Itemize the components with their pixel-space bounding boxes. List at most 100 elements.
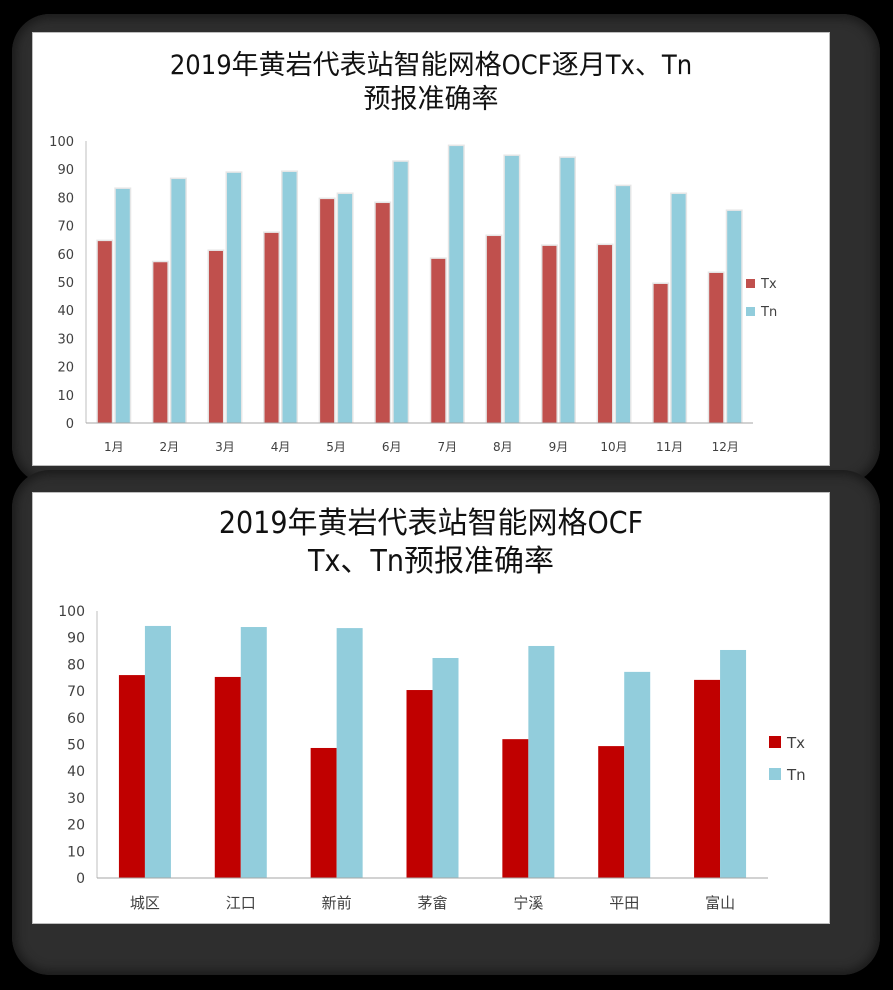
bar-tn	[393, 161, 408, 424]
x-category-label: 5月	[326, 440, 346, 454]
chart-title-line-2: 预报准确率	[363, 83, 499, 115]
bar-group	[596, 184, 632, 423]
y-tick-label: 40	[67, 764, 85, 780]
bar-tn	[226, 172, 241, 423]
bar-tx	[431, 258, 446, 423]
bar-tx	[406, 690, 433, 878]
bar-group	[151, 177, 187, 423]
bar-tn	[282, 172, 297, 423]
bar-group	[485, 154, 521, 424]
chart-title-line-1: 2019年黄岩代表站智能网格OCF逐月Tx、Tn	[169, 50, 693, 81]
y-tick-label: 60	[67, 711, 85, 727]
x-category-label: 平田	[609, 894, 639, 912]
y-tick-label: 10	[57, 389, 74, 404]
bar-tn	[560, 157, 575, 424]
bar-tn	[432, 657, 459, 878]
legend-swatch	[769, 768, 781, 780]
y-tick-label: 0	[66, 417, 74, 432]
y-tick-label: 30	[67, 791, 85, 807]
y-tick-label: 90	[57, 163, 74, 178]
x-category-label: 8月	[493, 440, 513, 454]
x-category-label: 宁溪	[513, 894, 543, 912]
bar-tx	[310, 747, 337, 878]
bar-group	[429, 144, 465, 423]
chart-title-line-1: 2019年黄岩代表站智能网格OCF	[218, 506, 644, 541]
bar-tn	[671, 194, 686, 423]
bar-tn	[528, 645, 555, 878]
bar-tx	[320, 199, 335, 423]
y-tick-label: 40	[57, 304, 74, 319]
bar-tx	[709, 272, 724, 423]
bar-tx	[598, 746, 625, 878]
legend-label: Tn	[760, 305, 777, 320]
bar-tn	[504, 155, 519, 424]
bar-group	[540, 156, 576, 424]
bar-chart-monthly: 0 10 20 30 40 50 60 70 80 90 100 1月 2月 3月 4月 5月 6月 7月 8月 9月…	[49, 135, 777, 454]
y-tick-label: 90	[67, 631, 85, 647]
y-tick-label: 70	[57, 220, 74, 235]
x-category-label: 江口	[226, 894, 256, 912]
legend-item-tn: Tn	[769, 766, 806, 784]
bar-tx	[97, 241, 112, 423]
chart-panel-monthly: 2019年黄岩代表站智能网格OCF逐月Tx、Tn 预报准确率 0 10 20 30 40…	[32, 32, 830, 466]
x-category-label: 6月	[382, 440, 402, 454]
y-tick-label: 70	[67, 684, 85, 700]
y-tick-label: 20	[57, 361, 74, 376]
y-tick-label: 80	[57, 191, 74, 206]
chart-title-monthly: 2019年黄岩代表站智能网格OCF逐月Tx、Tn 预报准确率	[33, 49, 829, 117]
y-tick-label: 50	[57, 276, 74, 291]
legend-label: Tx	[760, 277, 777, 292]
bar-tx	[153, 262, 168, 423]
y-tick-label: 60	[57, 248, 74, 263]
bar-group	[318, 192, 354, 423]
bar-group	[207, 171, 243, 423]
bar-tn	[624, 671, 651, 878]
bar-tn	[338, 194, 353, 423]
bar-tx	[694, 679, 721, 878]
x-category-label: 3月	[215, 440, 235, 454]
bar-tn	[727, 210, 742, 423]
y-tick-label: 100	[49, 135, 74, 150]
bar-tx	[502, 739, 529, 878]
bar-tn	[240, 627, 267, 878]
x-category-label: 12月	[712, 440, 739, 454]
bar-tx	[486, 236, 501, 423]
y-tick-label: 100	[58, 604, 85, 620]
legend-label: Tx	[786, 734, 805, 752]
x-category-label: 11月	[656, 440, 683, 454]
legend-item-tx: Tx	[746, 277, 777, 292]
legend-item-tx: Tx	[769, 734, 805, 752]
x-category-label: 2月	[160, 440, 180, 454]
bar-group	[263, 170, 299, 423]
bar-tn	[449, 146, 464, 423]
chart-title-stations: 2019年黄岩代表站智能网格OCF Tx、Tn预报准确率	[33, 505, 829, 580]
x-category-label: 4月	[271, 440, 291, 454]
bar-group	[694, 649, 747, 878]
bar-group	[214, 627, 267, 878]
bar-tn	[720, 649, 747, 878]
bar-tn	[144, 625, 171, 878]
bar-tx	[598, 245, 613, 423]
bar-group	[118, 625, 171, 878]
y-tick-label: 80	[67, 657, 85, 673]
bar-tx	[375, 203, 390, 423]
chart-title-line-2: Tx、Tn预报准确率	[307, 543, 555, 579]
x-category-label: 富山	[705, 894, 735, 912]
bar-chart-stations: 0 10 20 30 40 50 60 70 80 90 100 城区 江口 新前 茅畲 宁溪 平田 富山 Tx Tn	[58, 604, 806, 912]
legend-item-tn: Tn	[746, 305, 777, 320]
bar-group	[310, 628, 363, 878]
bar-tx	[118, 675, 145, 878]
bar-tn	[171, 179, 186, 423]
bar-group	[502, 645, 555, 878]
y-tick-label: 50	[67, 738, 85, 754]
y-tick-label: 10	[67, 844, 85, 860]
legend-swatch	[746, 307, 755, 316]
bar-tx	[653, 283, 668, 423]
bar-tx	[208, 250, 223, 423]
x-category-label: 茅畲	[417, 894, 447, 912]
y-tick-label: 30	[57, 332, 74, 347]
bar-tx	[264, 232, 279, 423]
x-category-label: 新前	[322, 894, 352, 912]
x-category-label: 城区	[130, 894, 160, 912]
x-category-label: 7月	[437, 440, 457, 454]
